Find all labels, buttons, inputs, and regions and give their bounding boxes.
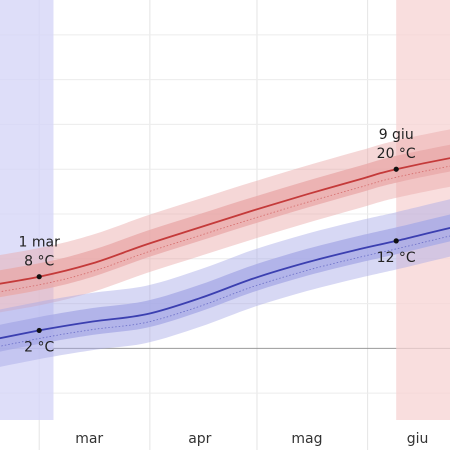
range-bands — [0, 129, 450, 367]
annotation-value: 8 °C — [24, 254, 54, 270]
annotation-value: 2 °C — [24, 339, 54, 355]
low-marker — [36, 327, 42, 334]
high-line — [0, 157, 450, 285]
warm-season-band — [396, 0, 450, 420]
low-marker — [393, 238, 399, 244]
annotation-date: 9 giu — [379, 127, 414, 143]
month-tick-label: mag — [291, 431, 322, 447]
annotation-date: 1 mar — [19, 235, 61, 251]
season-bands: caldo — [0, 0, 450, 420]
low-line — [0, 227, 450, 340]
series-lines — [0, 157, 450, 347]
high-marker — [393, 166, 399, 172]
annotation-value: 12 °C — [377, 250, 416, 266]
high-marker — [36, 274, 42, 280]
month-tick-label: apr — [188, 431, 211, 447]
data-points — [36, 166, 399, 334]
annotation-value: 20 °C — [377, 146, 416, 162]
month-tick-label: giu — [407, 431, 429, 447]
low-inner-band — [0, 214, 450, 352]
month-tick-label: mar — [75, 431, 103, 447]
low-dotted-line — [0, 235, 450, 347]
x-axis-ticks: maraprmaggiulugagosetott — [75, 431, 429, 447]
cold-season-band — [0, 0, 54, 420]
high-inner-band — [0, 144, 450, 298]
